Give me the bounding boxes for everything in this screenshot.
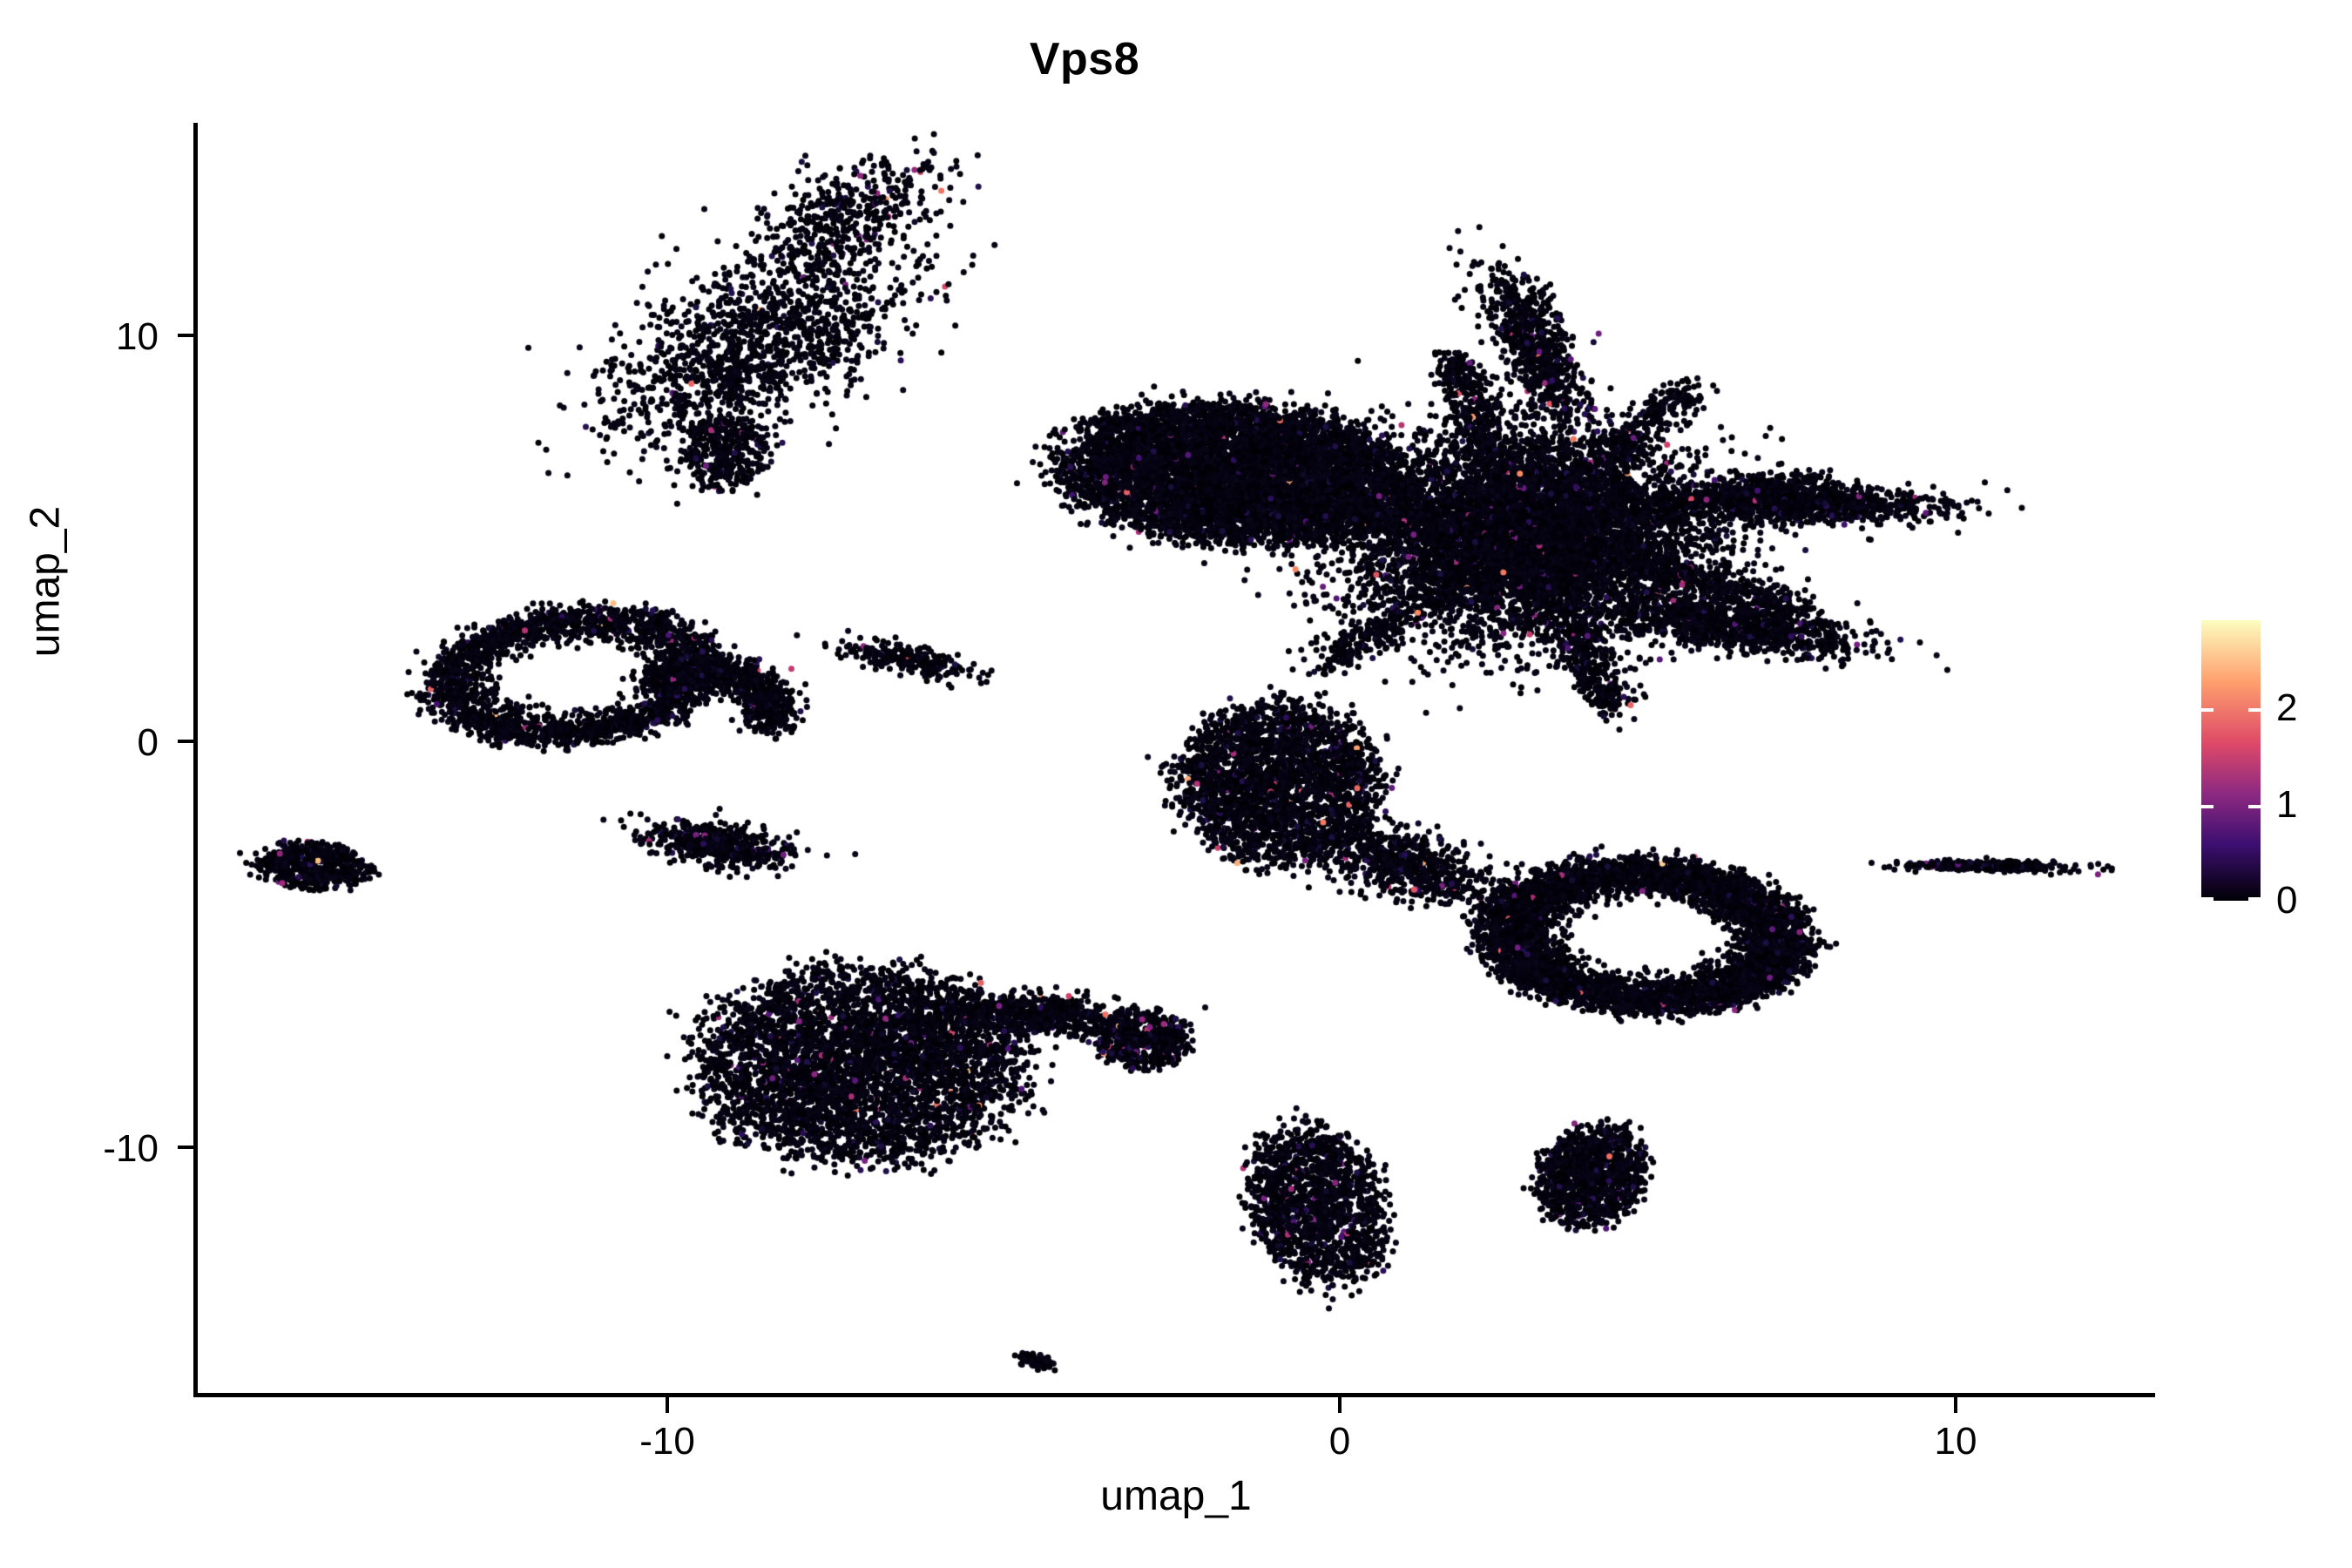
x-tick-label-10: 10 [1934, 1420, 1977, 1463]
y-axis-line [193, 123, 198, 1396]
page-title: Vps8 [1029, 34, 1140, 84]
x-axis-label: umap_1 [1100, 1473, 1252, 1519]
colorbar-label-0: 0 [2276, 879, 2298, 922]
y-tick-mark-0 [178, 740, 193, 743]
colorbar-tick-0-left [2201, 897, 2213, 901]
x-tick-mark-0 [1338, 1397, 1342, 1413]
y-axis-label: umap_2 [22, 505, 69, 658]
colorbar-tick-1-right [2248, 805, 2261, 808]
y-tick-label-0: 0 [137, 721, 159, 764]
colorbar-label-2: 2 [2276, 686, 2298, 729]
y-tick-label-10: 10 [116, 315, 159, 358]
x-tick-mark-10 [1954, 1397, 1957, 1413]
colorbar-gradient [2201, 620, 2261, 901]
x-tick-label-0: 0 [1328, 1420, 1351, 1463]
x-axis-line [193, 1393, 2155, 1397]
y-tick-mark-m10 [178, 1146, 193, 1149]
scatter-points-layer [195, 123, 2153, 1395]
colorbar-tick-1-left [2201, 805, 2213, 808]
colorbar-tick-2-right [2248, 708, 2261, 712]
colorbar-tick-2-left [2201, 708, 2213, 712]
y-tick-label-m10: -10 [103, 1127, 159, 1170]
y-tick-mark-10 [178, 334, 193, 337]
x-tick-mark-m10 [666, 1397, 669, 1413]
colorbar-legend: 2 1 0 [2201, 620, 2297, 920]
colorbar-label-1: 1 [2276, 783, 2298, 826]
x-tick-label-m10: -10 [639, 1420, 695, 1463]
plot-panel [195, 123, 2153, 1395]
colorbar-tick-0-right [2248, 897, 2261, 901]
